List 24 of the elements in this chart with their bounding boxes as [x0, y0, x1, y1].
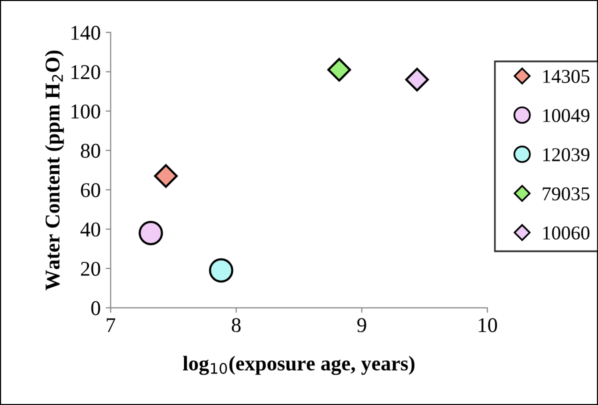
y-tick-label: 20	[80, 262, 100, 276]
legend-label: 14305	[543, 70, 590, 83]
x-tick-label: 10	[478, 318, 497, 332]
point	[138, 220, 163, 246]
y-axis-title: Water Content (ppm H$_{2}$O)	[44, 50, 64, 290]
point	[405, 68, 429, 92]
x-tick-label: 9	[357, 318, 366, 332]
y-tick-label: 100	[71, 104, 100, 119]
x-axis-title: log$_{10}$(exposure age, years)	[182, 356, 414, 375]
y-tick-label: 40	[80, 222, 100, 237]
y-tick-label: 80	[80, 144, 100, 158]
x-tick-label: 8	[232, 318, 241, 332]
point	[208, 258, 234, 283]
point	[154, 164, 178, 188]
legend-label: 10049	[543, 108, 590, 122]
x-tick-label: 7	[106, 318, 116, 332]
y-tick-label: 120	[71, 65, 100, 80]
point	[327, 58, 352, 82]
y-tick-label: 140	[71, 26, 100, 40]
y-tick-label: 0	[91, 301, 100, 316]
legend-label: 10060	[543, 226, 590, 240]
legend-label: 79035	[542, 187, 590, 200]
y-tick-label: 60	[80, 183, 100, 198]
legend-label: 12039	[543, 148, 590, 162]
